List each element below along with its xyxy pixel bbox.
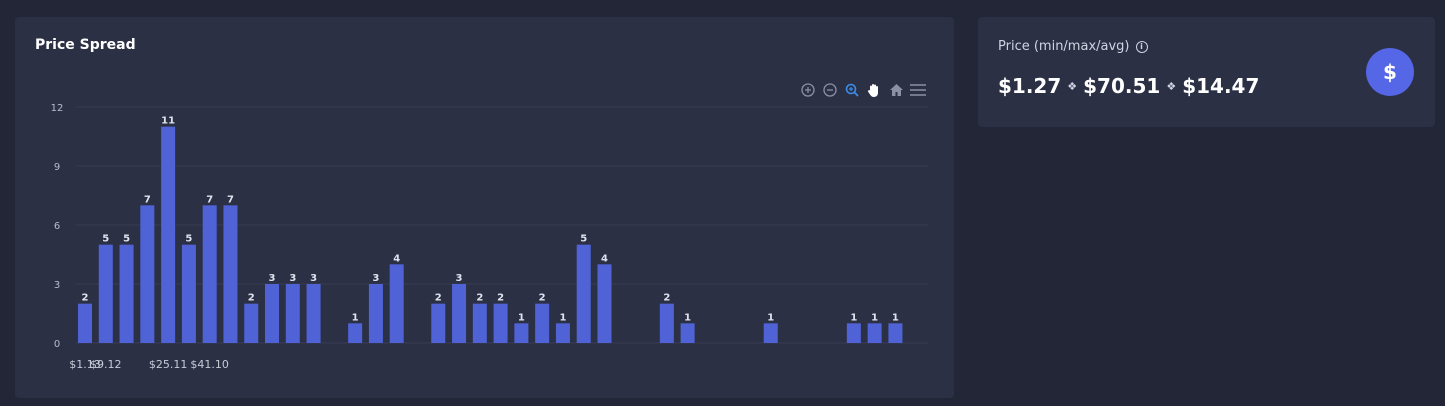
bar: [680, 323, 695, 343]
bar: [763, 323, 778, 343]
bar-value-label: 5: [185, 234, 192, 245]
bar: [888, 323, 903, 343]
price-label-row: Price (min/max/avg) i: [998, 39, 1148, 54]
chart-toolbar: [799, 81, 927, 99]
y-tick-label: 0: [54, 339, 60, 350]
price-spread-card: Price Spread 0 3 6 9 12 2 5 5 7 11 5 7 7 2 3 3 3 1 3 4 2 3 2 2…: [15, 17, 954, 398]
bar-value-label: 1: [892, 312, 899, 323]
y-tick-label: 3: [54, 280, 60, 291]
bar-value-label: 5: [102, 234, 109, 245]
bar: [493, 303, 508, 343]
zoom-in-icon[interactable]: [799, 81, 817, 99]
chart-title: Price Spread: [35, 37, 136, 53]
price-avg: $14.47: [1182, 74, 1260, 98]
separator-icon: ❖: [1166, 79, 1177, 93]
bar-value-label: 5: [123, 234, 130, 245]
bar: [98, 244, 113, 343]
bar: [659, 303, 674, 343]
bar-value-label: 1: [559, 312, 566, 323]
bar: [202, 205, 217, 343]
x-tick-label: $1.13: [69, 358, 101, 371]
info-icon[interactable]: i: [1135, 40, 1148, 53]
bar-value-label: 1: [684, 312, 691, 323]
price-label: Price (min/max/avg): [998, 39, 1130, 54]
bar: [452, 284, 467, 343]
x-axis-ticks: $1.13$9.12 $25.11 $41.10: [69, 358, 229, 371]
bar: [285, 284, 300, 343]
menu-icon[interactable]: [909, 81, 927, 99]
bar: [140, 205, 155, 343]
bar: [119, 244, 134, 343]
bar-value-label: 4: [601, 253, 608, 264]
bar: [576, 244, 591, 343]
bar-value-label: 2: [248, 293, 255, 304]
bar-value-label: 2: [539, 293, 546, 304]
bar: [389, 264, 404, 343]
bar: [514, 323, 529, 343]
y-tick-label: 12: [51, 103, 64, 114]
bar-value-label: 2: [497, 293, 504, 304]
bar: [846, 323, 861, 343]
bar: [348, 323, 363, 343]
bars: [78, 126, 903, 344]
bar: [555, 323, 570, 343]
x-tick-label: $9.12: [90, 358, 122, 371]
x-tick-label: $41.10: [190, 358, 229, 371]
bar: [472, 303, 487, 343]
y-tick-label: 6: [54, 221, 60, 232]
price-values: $1.27 ❖ $70.51 ❖ $14.47: [998, 74, 1259, 98]
price-min: $1.27: [998, 74, 1062, 98]
bar-value-label: 4: [393, 253, 400, 264]
bar-value-label: 3: [372, 273, 379, 284]
bar: [431, 303, 446, 343]
bar-value-label: 2: [663, 293, 670, 304]
bar-value-label: 3: [289, 273, 296, 284]
bar: [223, 205, 238, 343]
grid-lines: [76, 106, 928, 344]
bar-value-label: 5: [580, 234, 587, 245]
bar: [368, 284, 383, 343]
bar-value-label: 3: [456, 273, 463, 284]
bar-value-label: 1: [518, 312, 525, 323]
bar-value-label: 1: [767, 312, 774, 323]
bar-value-label: 1: [850, 312, 857, 323]
bar: [265, 284, 280, 343]
bar-value-label: 7: [144, 194, 151, 205]
bar-value-label: 1: [871, 312, 878, 323]
bar-value-label: 3: [310, 273, 317, 284]
bar: [244, 303, 259, 343]
bar: [181, 244, 196, 343]
bar-value-label: 2: [435, 293, 442, 304]
dollar-icon: $: [1366, 48, 1414, 96]
y-tick-label: 9: [54, 162, 60, 173]
bar: [78, 303, 92, 343]
pan-icon[interactable]: [865, 81, 883, 99]
separator-icon: ❖: [1067, 79, 1078, 93]
bar: [161, 126, 176, 344]
zoom-selection-icon[interactable]: [843, 81, 861, 99]
bar: [867, 323, 882, 343]
bar: [535, 303, 550, 343]
zoom-out-icon[interactable]: [821, 81, 839, 99]
reset-home-icon[interactable]: [887, 81, 905, 99]
bar-value-label: 1: [352, 312, 359, 323]
bar-value-label: 11: [161, 116, 175, 127]
bar-value-label: 2: [476, 293, 483, 304]
price-stats-card: Price (min/max/avg) i $1.27 ❖ $70.51 ❖ $…: [978, 17, 1435, 127]
bar-value-label: 7: [206, 194, 213, 205]
bar-value-label: 7: [227, 194, 234, 205]
bar-value-label: 2: [82, 293, 89, 304]
bar: [597, 264, 612, 343]
price-max: $70.51: [1083, 74, 1161, 98]
bar-value-label: 3: [269, 273, 276, 284]
x-tick-label: $25.11: [149, 358, 188, 371]
bar: [306, 284, 321, 343]
y-axis-ticks: 0 3 6 9 12: [51, 103, 64, 350]
